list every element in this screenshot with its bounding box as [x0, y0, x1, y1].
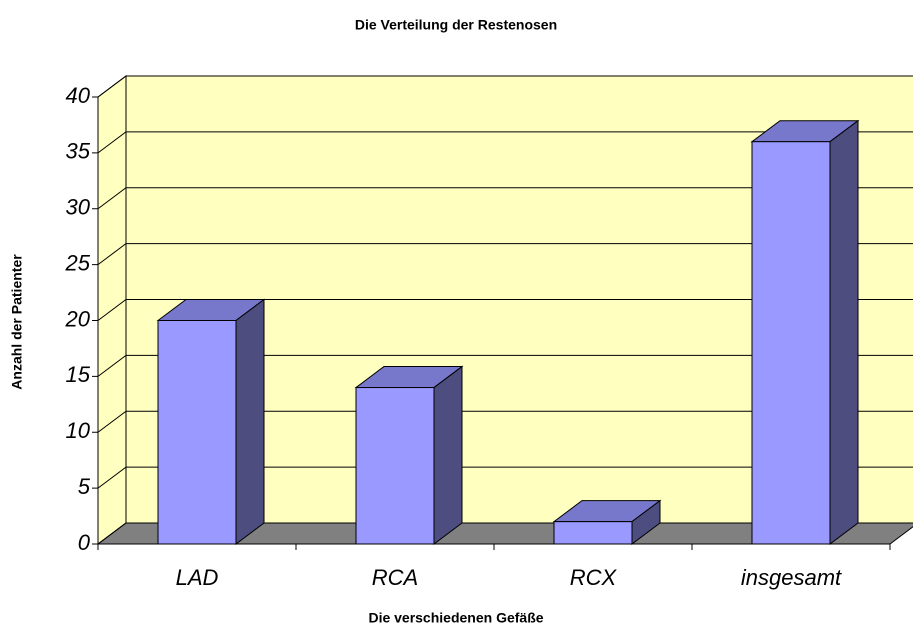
- grid-line: [97, 187, 913, 210]
- grid-line: [97, 410, 913, 433]
- y-tick-label: 25: [65, 250, 91, 275]
- chart-title: Die Verteilung der Restenosen: [355, 17, 557, 33]
- y-axis-title: Anzahl der Patienter: [9, 254, 25, 390]
- bar: [751, 141, 831, 545]
- grid-line: [97, 466, 913, 489]
- grid-line: [97, 75, 913, 98]
- x-axis-title: Die verschiedenen Gefäße: [368, 610, 543, 626]
- y-tick-label: 30: [66, 195, 91, 220]
- y-tick-label: 10: [66, 418, 91, 443]
- bar: [553, 521, 633, 545]
- grid-line: [97, 299, 913, 321]
- y-tick-label: 15: [66, 362, 91, 387]
- bar: [157, 320, 237, 545]
- bar-side: [829, 119, 859, 545]
- grid-line: [97, 131, 913, 154]
- x-tick-label: insgesamt: [741, 565, 842, 590]
- y-tick-label: 5: [78, 474, 91, 499]
- y-tick-label: 20: [65, 306, 91, 331]
- x-tick-label: RCA: [372, 565, 418, 590]
- y-tick-label: 40: [66, 83, 91, 108]
- bar-side: [235, 298, 265, 545]
- x-tick-label: RCX: [570, 565, 618, 590]
- bar-side: [433, 365, 463, 545]
- y-tick-label: 35: [66, 139, 91, 164]
- grid-line: [97, 354, 913, 377]
- bar: [355, 387, 435, 545]
- y-tick-label: 0: [78, 530, 91, 555]
- x-tick-label: LAD: [176, 565, 219, 590]
- grid-line: [97, 243, 913, 266]
